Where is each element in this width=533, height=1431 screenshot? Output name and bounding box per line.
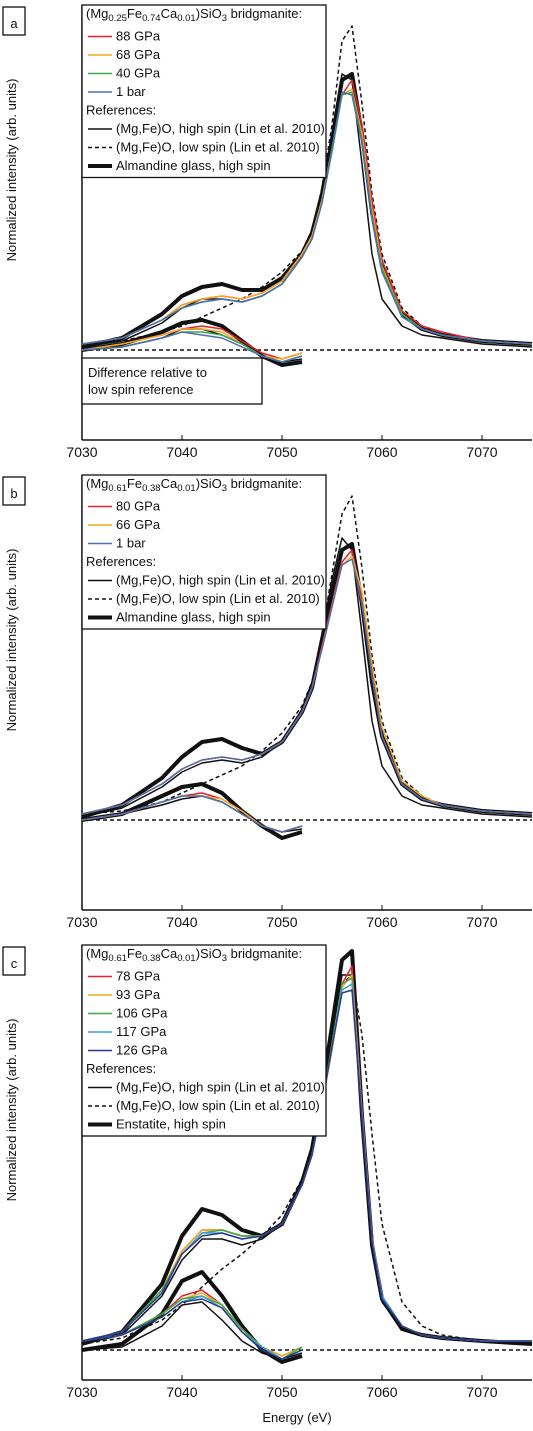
x-tick-label: 7060 <box>366 444 397 460</box>
legend-label: (Mg,Fe)O, high spin (Lin et al. 2010) <box>116 573 325 588</box>
legend-label: (Mg,Fe)O, high spin (Lin et al. 2010) <box>116 121 325 136</box>
legend-label: (Mg,Fe)O, high spin (Lin et al. 2010) <box>116 1080 325 1095</box>
difference-line <box>81 331 303 363</box>
legend-title-part: bridgmanite: <box>227 6 302 21</box>
legend-title-part: 0.01 <box>177 483 196 494</box>
x-tick-label: 7060 <box>366 1384 397 1400</box>
legend-title-part: Ca <box>161 946 178 961</box>
x-tick-label: 7050 <box>266 914 297 930</box>
y-axis-label: Normalized intensity (arb. units) <box>4 1019 19 1202</box>
x-axis-label: Energy (eV) <box>262 1410 331 1425</box>
panel-label-box <box>2 476 26 506</box>
x-tick-label: 7050 <box>266 1384 297 1400</box>
x-tick-label: 7050 <box>266 444 297 460</box>
y-axis-label: Normalized intensity (arb. units) <box>4 549 19 732</box>
legend-title-part: 0.38 <box>142 483 161 494</box>
spectrum-line <box>81 558 533 815</box>
legend-title-part: Fe <box>127 476 142 491</box>
x-tick-label: 7030 <box>66 1384 97 1400</box>
difference-line <box>81 792 303 833</box>
panel-label: a <box>10 16 18 31</box>
legend-title: (Mg0.61Fe0.38Ca0.01)SiO3 bridgmanite: <box>86 476 302 494</box>
legend-label: 78 GPa <box>116 969 161 984</box>
legend-title-part: )SiO <box>196 6 222 21</box>
x-tick-label: 7040 <box>166 914 197 930</box>
difference-line <box>81 1270 303 1364</box>
x-tick-label: 7070 <box>466 914 497 930</box>
legend-label: Almandine glass, high spin <box>116 158 271 173</box>
legend-title-part: 0.25 <box>108 13 127 24</box>
legend-label: 66 GPa <box>116 517 161 532</box>
legend-title-part: (Mg <box>86 6 108 21</box>
legend-title-part: 3 <box>222 483 227 494</box>
difference-line <box>81 795 303 833</box>
legend-title: (Mg0.25Fe0.74Ca0.01)SiO3 bridgmanite: <box>86 6 302 24</box>
legend-label: 80 GPa <box>116 499 161 514</box>
annotation: Difference relative to <box>88 365 207 380</box>
legend-title-part: 3 <box>222 13 227 24</box>
legend-label: 106 GPa <box>116 1006 168 1021</box>
legend-label: 126 GPa <box>116 1043 168 1058</box>
legend-title-part: 0.74 <box>142 13 161 24</box>
legend-label: (Mg,Fe)O, low spin (Lin et al. 2010) <box>116 140 320 155</box>
legend-title-part: (Mg <box>86 476 108 491</box>
x-tick-label: 7070 <box>466 444 497 460</box>
legend-box <box>81 4 327 179</box>
legend-label: 93 GPa <box>116 987 161 1002</box>
references-label: References: <box>86 1061 156 1076</box>
legend-label: 117 GPa <box>116 1024 167 1039</box>
legend-title-part: )SiO <box>196 946 222 961</box>
panel-label-box <box>2 946 26 976</box>
references-label: References: <box>86 103 156 118</box>
legend-box <box>81 474 327 630</box>
panel-label-box <box>2 6 26 36</box>
legend-label: 68 GPa <box>116 47 161 62</box>
legend-title-part: Ca <box>161 6 178 21</box>
panel-label: c <box>11 956 18 971</box>
legend-title-part: bridgmanite: <box>227 476 302 491</box>
legend-title-part: 0.61 <box>108 483 127 494</box>
legend-title-part: 0.01 <box>177 13 196 24</box>
legend-title-part: )SiO <box>196 476 222 491</box>
y-axis-label: Normalized intensity (arb. units) <box>4 79 19 262</box>
legend-box <box>81 944 327 1137</box>
difference-line <box>81 318 303 367</box>
legend-label: (Mg,Fe)O, low spin (Lin et al. 2010) <box>116 1098 320 1113</box>
difference-line <box>81 328 303 360</box>
x-tick-label: 7060 <box>366 914 397 930</box>
legend-title-part: (Mg <box>86 946 108 961</box>
annotation-box <box>81 357 263 405</box>
x-tick-label: 7030 <box>66 914 97 930</box>
legend-title-part: bridgmanite: <box>227 946 302 961</box>
references-label: References: <box>86 554 156 569</box>
x-tick-label: 7040 <box>166 444 197 460</box>
legend-title-part: 0.38 <box>142 953 161 964</box>
difference-line <box>81 782 303 840</box>
x-tick-label: 7040 <box>166 1384 197 1400</box>
legend-label: (Mg,Fe)O, low spin (Lin et al. 2010) <box>116 591 320 606</box>
x-tick-label: 7070 <box>466 1384 497 1400</box>
legend-title-part: 3 <box>222 953 227 964</box>
difference-line <box>81 1298 303 1360</box>
legend-label: 1 bar <box>116 536 146 551</box>
legend-title-part: 0.61 <box>108 953 127 964</box>
legend-title-part: Ca <box>161 476 178 491</box>
x-tick-label: 7030 <box>66 444 97 460</box>
legend-title: (Mg0.61Fe0.38Ca0.01)SiO3 bridgmanite: <box>86 946 302 964</box>
panel-label: b <box>10 486 17 501</box>
legend-label: 88 GPa <box>116 29 161 44</box>
annotation: low spin reference <box>88 382 194 397</box>
legend-title-part: Fe <box>127 6 142 21</box>
legend-label: 40 GPa <box>116 66 161 81</box>
legend-title-part: 0.01 <box>177 953 196 964</box>
legend-label: 1 bar <box>116 84 146 99</box>
legend-label: Enstatite, high spin <box>116 1117 226 1132</box>
legend-title-part: Fe <box>127 946 142 961</box>
spectrum-line <box>81 91 533 345</box>
legend-label: Almandine glass, high spin <box>116 610 271 625</box>
